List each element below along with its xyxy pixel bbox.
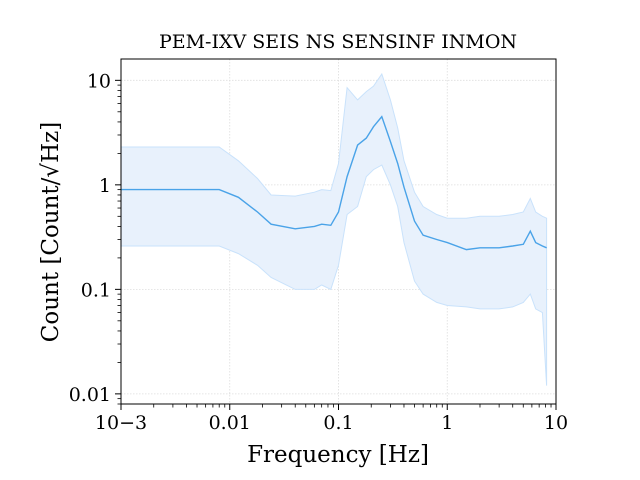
tick-labels: 10−3 0.01 0.1 1 10 0.01 0.1 1 10 (69, 70, 568, 434)
x-tick-label: 0.01 (209, 412, 251, 434)
plot-frame (120, 58, 557, 405)
y-axis-label: Count [Count/√Hz] (38, 122, 64, 342)
percentile-band (120, 72, 548, 386)
y-tick-label: 10 (87, 70, 111, 92)
tick-marks (115, 79, 557, 410)
x-tick-label: 0.1 (323, 412, 353, 434)
median-series-line (121, 115, 547, 251)
y-tick-label: 1 (99, 175, 111, 197)
x-tick-label: 1 (441, 412, 453, 434)
chart-title: PEM-IXV SEIS NS SENSINF INMON (159, 31, 517, 53)
x-tick-label: 10−3 (95, 412, 147, 434)
x-tick-label: 10 (544, 412, 568, 434)
x-axis-label: Frequency [Hz] (247, 442, 429, 468)
y-tick-label: 0.1 (81, 279, 111, 301)
y-tick-label: 0.01 (69, 384, 111, 406)
